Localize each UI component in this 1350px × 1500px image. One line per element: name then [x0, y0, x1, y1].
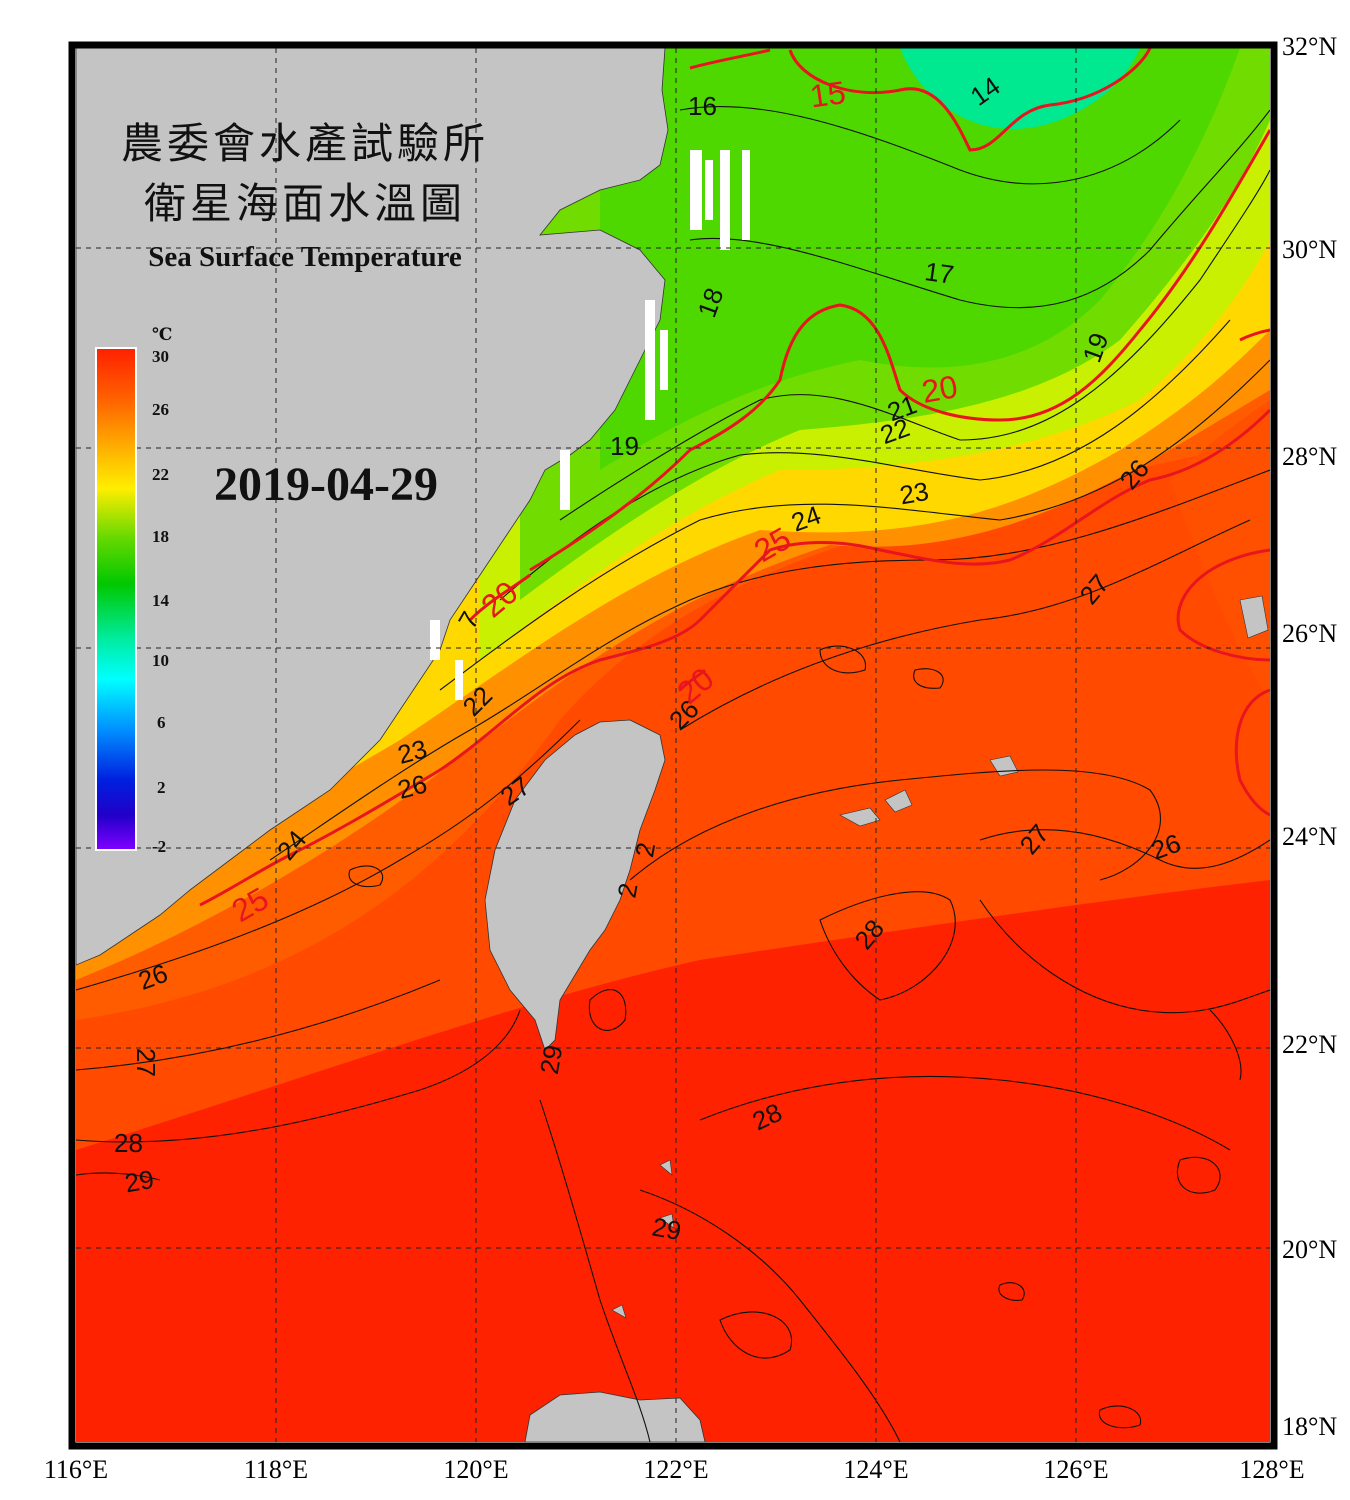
colorbar-tick: 2	[157, 778, 166, 797]
mainland-land	[76, 48, 669, 966]
contour-label: 2	[629, 840, 661, 859]
contour-label: 28	[114, 1128, 143, 1158]
lat-label: 32°N	[1282, 32, 1337, 61]
red-contour-label: 15	[808, 74, 848, 115]
title-english: Sea Surface Temperature	[148, 241, 462, 273]
colorbar-tick: 26	[152, 400, 169, 419]
cloud-gaps	[430, 150, 750, 700]
colorbar-tick: 18	[152, 527, 169, 546]
title-chinese-line1: 農委會水產試驗所	[121, 121, 489, 168]
contour-label: 27	[131, 1048, 161, 1077]
colorbar-tick: -2	[152, 837, 166, 856]
colorbar-tick: 14	[152, 591, 170, 610]
colorbar-tick: 30	[152, 347, 169, 366]
axis-labels: 116°E 118°E 120°E 122°E 124°E 126°E 128°…	[44, 32, 1338, 1484]
sea-surface-field	[76, 48, 1270, 1442]
luzon-land	[524, 1391, 706, 1442]
lon-label: 122°E	[643, 1455, 708, 1484]
lat-lon-grid	[76, 48, 1270, 1442]
contour-label: 29	[122, 1164, 156, 1199]
lon-label: 118°E	[244, 1455, 308, 1484]
black-contours	[76, 105, 1270, 1442]
contour-label: 17	[923, 256, 956, 290]
contour-label: 29	[534, 1043, 569, 1077]
color-bar: ℃ 30 26 22 18 14 10 6 2 -2	[95, 325, 172, 856]
lat-label: 30°N	[1282, 235, 1337, 264]
lon-label: 120°E	[443, 1455, 508, 1484]
colorbar-tick: 10	[152, 651, 169, 670]
contour-label: 16	[688, 91, 717, 121]
contour-label: 29	[650, 1211, 684, 1246]
red-contour-label: 20	[919, 368, 960, 410]
lat-label: 26°N	[1282, 619, 1337, 648]
lon-label: 126°E	[1043, 1455, 1108, 1484]
lat-label: 20°N	[1282, 1235, 1337, 1264]
date-label: 2019-04-29	[214, 458, 438, 511]
map-frame	[68, 41, 1278, 1450]
lat-label: 22°N	[1282, 1030, 1337, 1059]
lat-label: 18°N	[1282, 1412, 1337, 1441]
colorbar-unit: ℃	[152, 325, 172, 344]
lat-label: 24°N	[1282, 822, 1337, 851]
colorbar-tick: 22	[152, 465, 169, 484]
taiwan-land	[484, 719, 666, 1051]
colorbar-tick: 6	[157, 713, 166, 732]
lat-label: 28°N	[1282, 442, 1337, 471]
lon-label: 124°E	[843, 1455, 908, 1484]
lon-label: 116°E	[44, 1455, 108, 1484]
red-contours	[199, 48, 1270, 907]
contour-label: 23	[897, 476, 931, 511]
title-chinese-line2: 衛星海面水溫圖	[144, 182, 466, 228]
lon-label: 128°E	[1239, 1455, 1304, 1484]
contour-label: 2	[612, 881, 644, 900]
contour-label: 19	[610, 431, 639, 461]
title-block: 農委會水產試驗所 衛星海面水溫圖 Sea Surface Temperature…	[121, 121, 489, 511]
